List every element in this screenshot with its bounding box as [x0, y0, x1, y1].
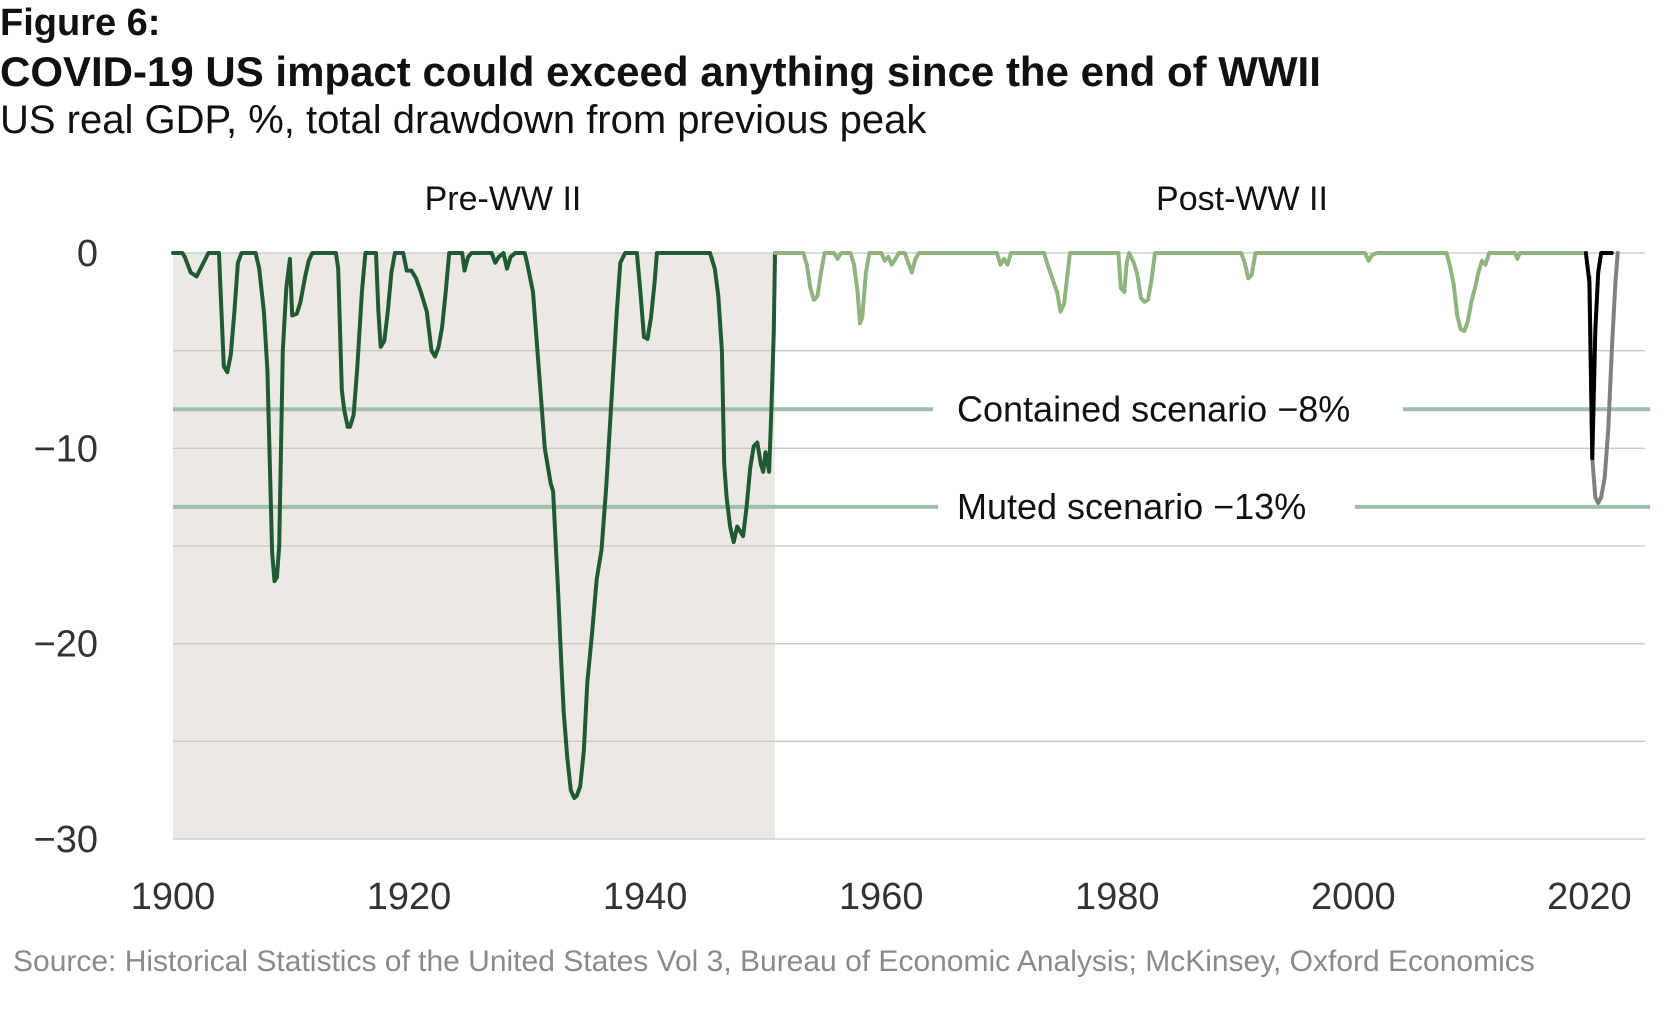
- source-note: Source: Historical Statistics of the Uni…: [13, 945, 1535, 978]
- y-tick-label: −10: [34, 428, 98, 470]
- y-axis-ticks: 0 −10 −20 −30: [34, 233, 98, 861]
- scenario-label: Contained scenario −8%: [957, 388, 1350, 429]
- x-tick-label: 1940: [603, 876, 688, 918]
- figure-label: Figure 6:: [0, 2, 161, 44]
- y-tick-label: −30: [34, 819, 98, 861]
- series-covid-actual: [1583, 251, 1614, 461]
- post-ww2-label: Post-WW II: [1156, 180, 1328, 218]
- x-tick-label: 1960: [839, 876, 924, 918]
- chart-subtitle: US real GDP, %, total drawdown from prev…: [0, 98, 927, 142]
- x-tick-label: 1920: [367, 876, 452, 918]
- series-group: [171, 251, 1620, 800]
- pre-ww2-label: Pre-WW II: [425, 180, 582, 218]
- x-tick-label: 2020: [1547, 876, 1632, 918]
- series-post-ww2: [773, 251, 1588, 334]
- x-tick-label: 1900: [131, 876, 216, 918]
- x-tick-label: 2000: [1311, 876, 1396, 918]
- x-tick-label: 1980: [1075, 876, 1160, 918]
- x-axis-ticks: 1900 1920 1940 1960 1980 2000 2020: [131, 876, 1632, 918]
- y-tick-label: 0: [77, 233, 98, 275]
- series-covid-projection: [1587, 251, 1620, 505]
- series-pre-ww2: [171, 251, 777, 800]
- scenario-label: Muted scenario −13%: [957, 486, 1306, 527]
- chart-title: COVID-19 US impact could exceed anything…: [0, 48, 1321, 95]
- y-tick-label: −20: [34, 624, 98, 666]
